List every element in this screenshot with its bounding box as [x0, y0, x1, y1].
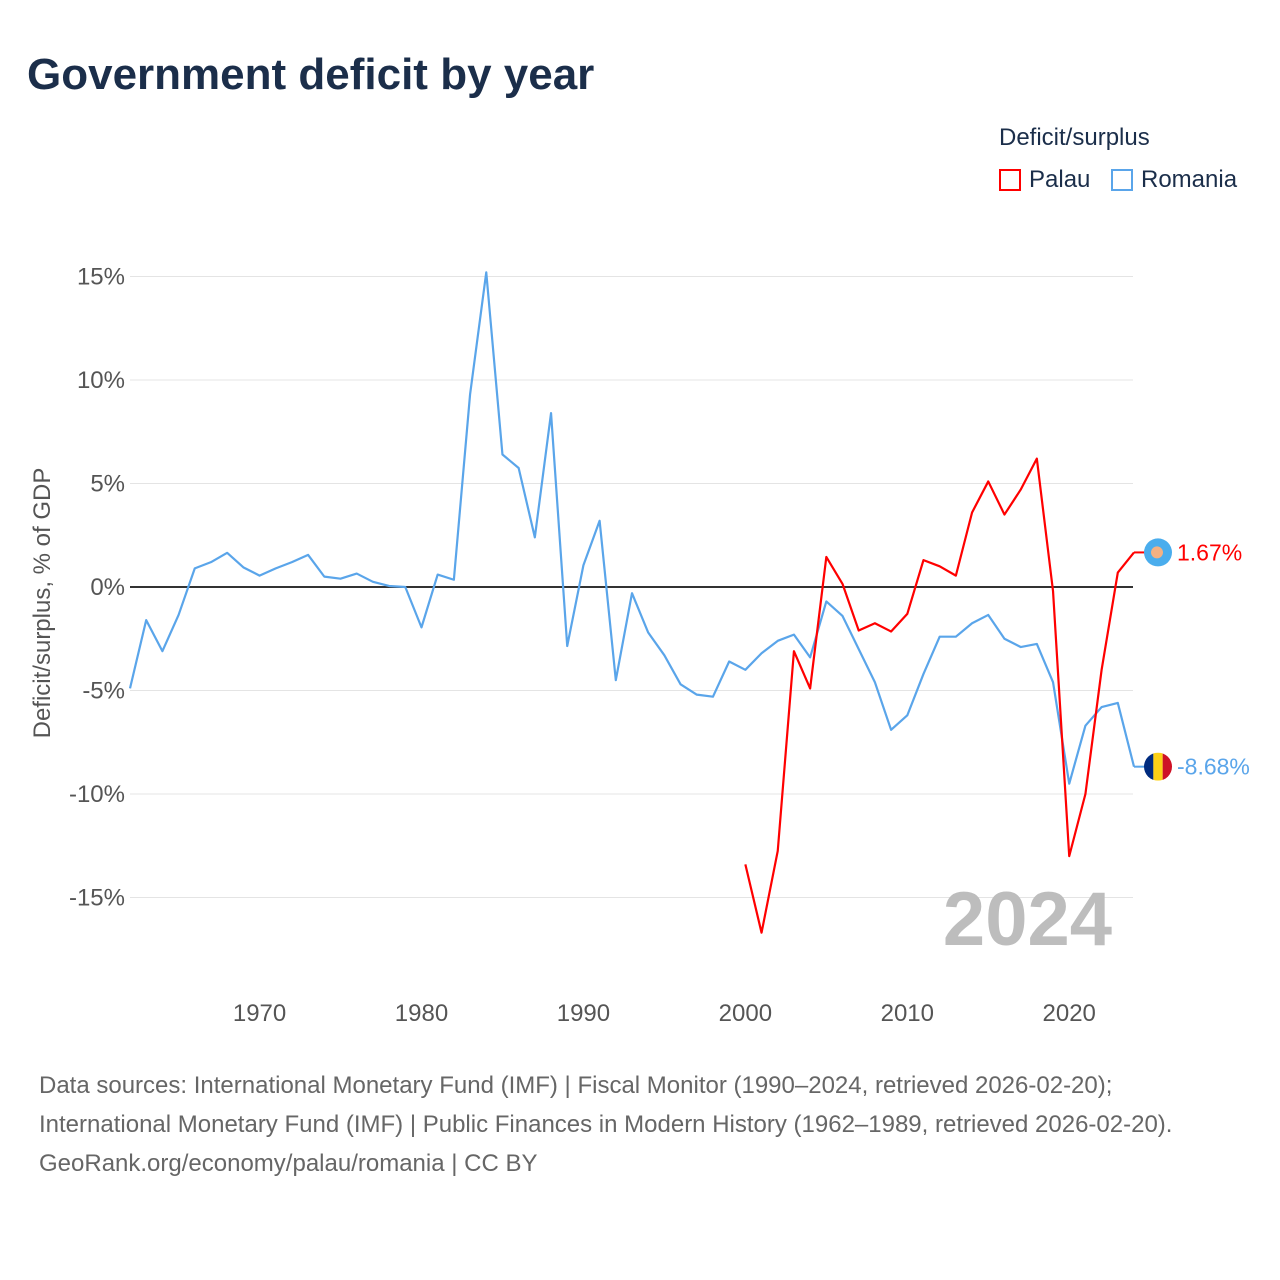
credit-link[interactable]: GeoRank.org/economy/palau/romania | CC B… [39, 1150, 538, 1177]
x-tick-label: 1980 [395, 1000, 448, 1027]
x-tick-label: 1970 [233, 1000, 286, 1027]
flag-marker-palau: 1.67% [1144, 538, 1242, 567]
x-tick-label: 1990 [557, 1000, 610, 1027]
legend-title: Deficit/surplus [999, 124, 1150, 151]
y-tick-label: -5% [82, 678, 125, 705]
flag-stripe [1153, 752, 1163, 781]
line-chart: 15% 10% 5% 0% -5% -10% -15% 1970 1980 1990 2000 201… [29, 264, 1250, 1028]
chart-title: Government deficit by year [27, 50, 595, 99]
y-axis-label: Deficit/surplus, % of GDP [29, 468, 56, 739]
flag-stripe [1162, 752, 1172, 781]
legend-item-romania[interactable]: Romania [1111, 166, 1237, 194]
y-tick-label: 15% [77, 264, 125, 291]
y-tick-label: -10% [69, 781, 125, 808]
end-value-label: -8.68% [1177, 754, 1250, 780]
y-tick-label: 5% [90, 471, 125, 498]
y-tick-label: 10% [77, 367, 125, 394]
flag-marker-romania: -8.68% [1144, 752, 1250, 781]
series-line-palau [744, 457, 1135, 934]
footer: Data sources: International Monetary Fun… [39, 1066, 1239, 1183]
end-value-label: 1.67% [1177, 539, 1242, 565]
x-tick-label: 2020 [1043, 1000, 1096, 1027]
year-annotation: 2024 [943, 877, 1112, 962]
y-tick-label: 0% [90, 574, 125, 601]
legend-swatch-palau [999, 169, 1021, 191]
y-tick-label: -15% [69, 885, 125, 912]
legend-swatch-romania [1111, 169, 1133, 191]
legend-label-romania: Romania [1141, 166, 1238, 193]
legend-label-palau: Palau [1029, 166, 1091, 193]
x-tick-label: 2010 [881, 1000, 934, 1027]
series-line-romania [128, 271, 1136, 785]
x-tick-label: 2000 [719, 1000, 772, 1027]
flag-icon-romania [1144, 752, 1154, 781]
data-sources: Data sources: International Monetary Fun… [39, 1072, 1173, 1138]
flag-disc [1151, 546, 1163, 559]
legend-item-palau[interactable]: Palau [999, 166, 1090, 194]
